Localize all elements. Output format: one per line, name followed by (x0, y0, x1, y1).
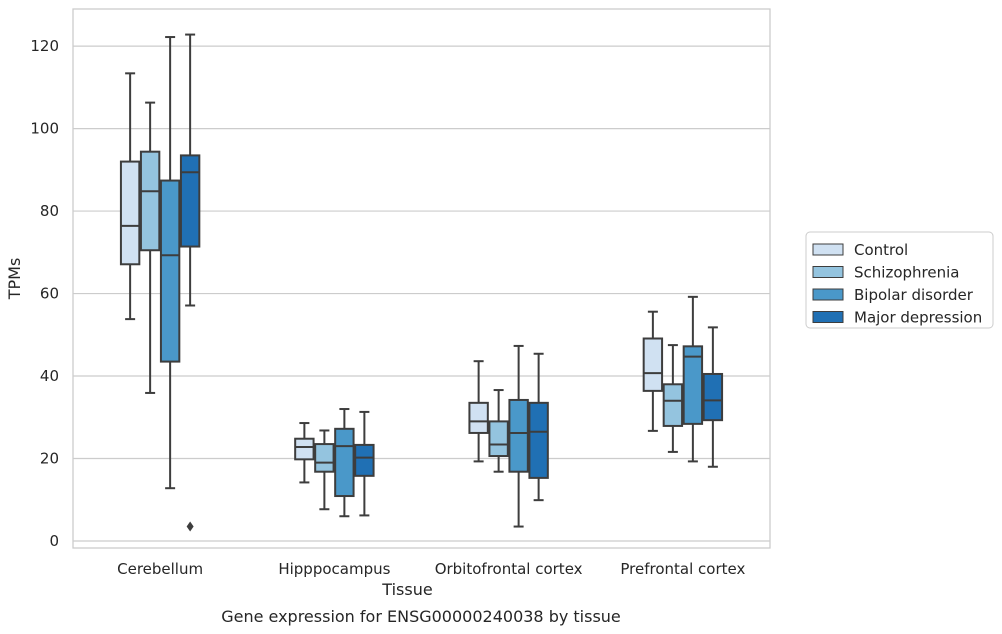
box-iqr (528, 401, 549, 479)
box-major-depression (179, 33, 201, 532)
chart-caption: Gene expression for ENSG00000240038 by t… (221, 607, 621, 626)
legend-entry-label: Bipolar disorder (854, 286, 974, 304)
box-major-depression (528, 352, 549, 502)
box-iqr (662, 383, 684, 427)
x-tick-label: Prefrontal cortex (620, 560, 745, 578)
box-schizophrenia (662, 344, 684, 453)
box-iqr (642, 337, 664, 392)
y-tick-label: 80 (40, 202, 59, 220)
box-control (468, 360, 489, 463)
box-schizophrenia (314, 429, 335, 511)
x-tick-label: Cerebellum (117, 560, 203, 578)
x-tick-label: Hipppocampus (278, 560, 390, 578)
box-control (294, 422, 315, 484)
y-tick-label: 120 (30, 37, 59, 55)
box-iqr (139, 150, 161, 252)
box-major-depression (702, 326, 724, 468)
box-groups (119, 33, 724, 532)
y-tick-label: 0 (49, 532, 59, 550)
x-axis-ticks: Cerebellum Hipppocampus Orbitofrontal cort… (117, 560, 745, 578)
box-iqr (508, 398, 529, 473)
x-axis-label: Tissue (381, 580, 432, 599)
box-bipolar-disorder (508, 344, 529, 528)
y-axis-ticks: 0 20 40 60 80 100 120 (30, 37, 59, 550)
legend-entry-label: Major depression (854, 309, 982, 327)
box-bipolar-disorder (682, 295, 704, 463)
legend-swatch (812, 266, 844, 278)
box-bipolar-disorder (159, 36, 181, 490)
box-iqr (314, 443, 335, 473)
box-iqr (294, 437, 315, 461)
legend-entry-label: Schizophrenia (854, 264, 959, 282)
y-tick-label: 20 (40, 450, 59, 468)
plot-frame (72, 8, 771, 549)
box-bipolar-disorder (334, 408, 355, 518)
box-iqr (334, 427, 355, 498)
box-iqr (119, 160, 141, 266)
legend-frame (805, 231, 994, 329)
legend-entry-label: Control (854, 241, 908, 259)
legend-swatch (812, 311, 844, 323)
box-iqr (488, 420, 509, 458)
legend-swatch (812, 288, 844, 301)
y-axis-label: TPMs (5, 258, 24, 301)
x-tick-label: Orbitofrontal cortex (435, 560, 583, 578)
box-iqr (682, 345, 704, 425)
box-schizophrenia (139, 101, 161, 394)
y-tick-label: 100 (30, 120, 59, 138)
legend: Control Schizophrenia Bipolar disorder Majo… (805, 231, 994, 329)
box-control (119, 72, 141, 321)
box-iqr (702, 372, 724, 422)
box-iqr (179, 154, 201, 248)
outlier-point (186, 521, 194, 532)
y-tick-label: 60 (40, 285, 59, 303)
y-tick-label: 40 (40, 367, 59, 385)
box-schizophrenia (488, 389, 509, 473)
box-major-depression (354, 410, 375, 517)
box-control (642, 310, 664, 432)
box-iqr (468, 401, 489, 434)
box-iqr (354, 443, 375, 477)
legend-swatch (812, 243, 844, 256)
box-iqr (159, 179, 181, 363)
